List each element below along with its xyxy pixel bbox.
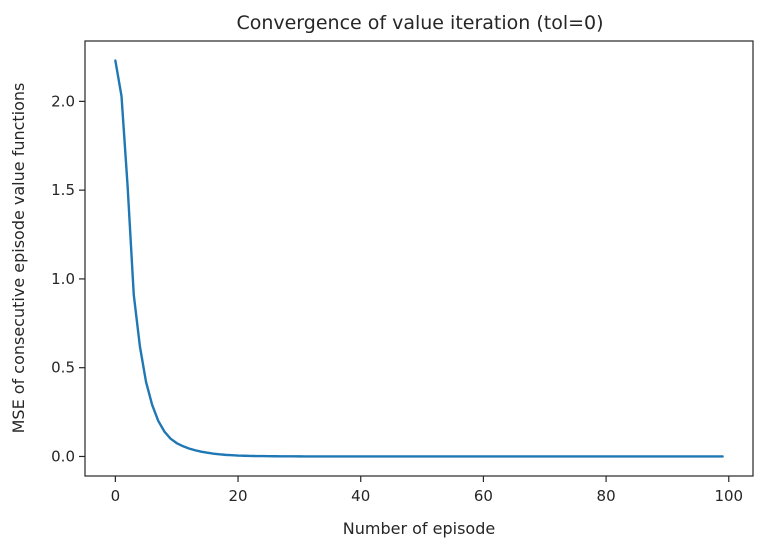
x-tick-label: 0 <box>111 487 121 505</box>
y-tick-label: 1.0 <box>51 270 75 288</box>
plot-frame <box>84 40 754 477</box>
x-tick-label: 100 <box>714 487 743 505</box>
x-tick-label: 60 <box>474 487 493 505</box>
y-axis: 0.0 0.5 1.0 1.5 2.0 <box>51 92 85 465</box>
chart-title: Convergence of value iteration (tol=0) <box>236 12 603 34</box>
y-tick-label: 1.5 <box>51 181 75 199</box>
y-tick-label: 2.0 <box>51 92 75 110</box>
x-tick-label: 20 <box>228 487 247 505</box>
x-axis-label: Number of episode <box>343 519 495 538</box>
x-axis: 0 20 40 60 80 100 <box>111 476 743 505</box>
y-tick-label: 0.5 <box>51 359 75 377</box>
y-axis-label: MSE of consecutive episode value functio… <box>9 83 28 434</box>
series-line-0 <box>114 59 724 458</box>
plot-area <box>114 59 724 458</box>
x-tick-label: 80 <box>597 487 616 505</box>
x-tick-label: 40 <box>351 487 370 505</box>
y-tick-label: 0.0 <box>51 447 75 465</box>
